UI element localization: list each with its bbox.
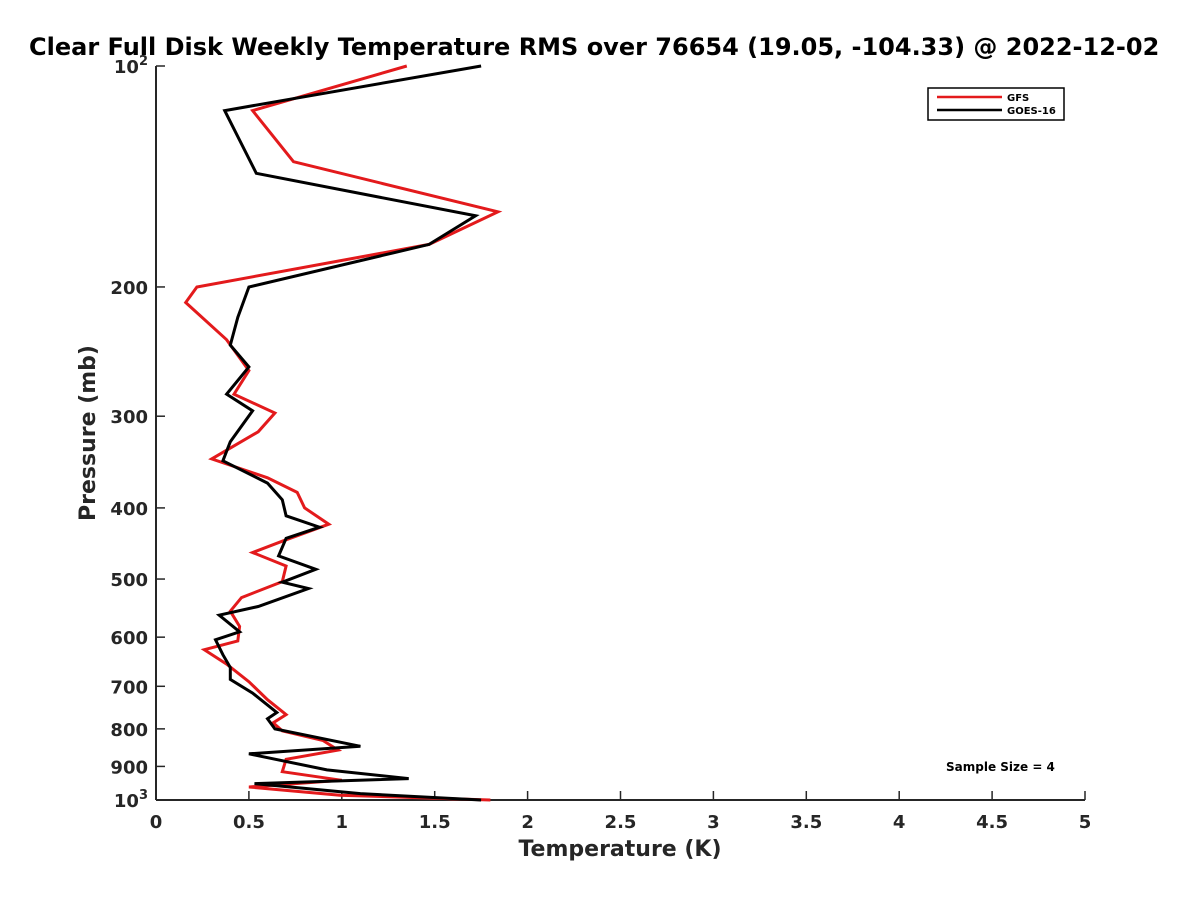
y-tick-label: 102	[114, 54, 148, 78]
series-line-goes16	[213, 64, 482, 802]
legend-label-goes16: GOES-16	[1007, 106, 1056, 117]
sample-size-annotation: Sample Size = 4	[946, 760, 1055, 774]
x-tick-label: 0	[150, 812, 163, 833]
y-tick-label: 700	[110, 677, 148, 698]
y-tick-label: 300	[110, 407, 148, 428]
legend-label-gfs: GFS	[1007, 93, 1029, 104]
legend: GFS GOES-16	[927, 87, 1065, 121]
series-line-gfs	[183, 64, 503, 802]
y-tick-label: 500	[110, 570, 148, 591]
x-axis-label: Temperature (K)	[518, 837, 721, 862]
x-tick-label: 4.5	[976, 812, 1008, 833]
x-tick-label: 2	[521, 812, 534, 833]
x-tick-label: 4	[893, 812, 906, 833]
y-tick-label: 900	[110, 757, 148, 778]
x-tick-label: 5	[1079, 812, 1092, 833]
x-tick-label: 3	[707, 812, 720, 833]
chart-title: Clear Full Disk Weekly Temperature RMS o…	[29, 33, 1159, 61]
y-tick-label: 800	[110, 720, 148, 741]
y-axis-ticks: 102 200 300 400 500 600 700 800 900 103	[110, 54, 165, 812]
y-tick-label: 600	[110, 628, 148, 649]
y-axis-label: Pressure (mb)	[76, 345, 101, 521]
y-tick-label: 103	[114, 788, 148, 812]
x-tick-label: 3.5	[790, 812, 822, 833]
series-lines	[183, 64, 503, 802]
x-axis-ticks: 0 0.5 1 1.5 2 2.5 3 3.5 4 4.5 5	[150, 791, 1092, 833]
y-tick-label: 400	[110, 499, 148, 520]
x-tick-label: 1	[336, 812, 349, 833]
x-tick-label: 0.5	[233, 812, 265, 833]
y-tick-label: 200	[110, 278, 148, 299]
x-tick-label: 2.5	[605, 812, 637, 833]
legend-box	[927, 87, 1065, 121]
x-tick-label: 1.5	[419, 812, 451, 833]
